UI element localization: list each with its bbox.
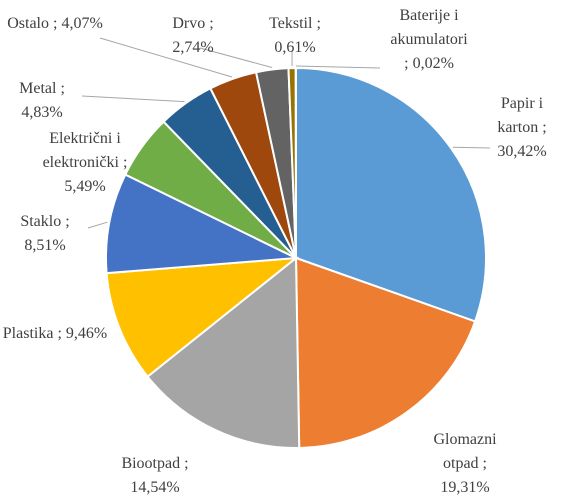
slice-name: Biootpad — [121, 455, 181, 472]
data-label: Papir i karton ; 30,42% — [482, 92, 562, 164]
leader-line — [295, 65, 381, 69]
data-label: Plastika ; 9,46% — [0, 322, 110, 346]
separator: ; — [60, 80, 65, 97]
separator: ; — [65, 213, 70, 230]
slice-value: 30,42% — [497, 143, 547, 160]
pie-slice — [294, 256, 477, 449]
slice-value: 0,61% — [274, 39, 316, 56]
slice-value: 2,74% — [172, 39, 214, 56]
separator: ; — [209, 15, 214, 32]
leader-line — [99, 37, 233, 78]
data-label: Tekstil ; 0,61% — [255, 12, 335, 60]
data-label: Metal ; 4,83% — [0, 77, 84, 125]
slice-name: Drvo — [172, 15, 206, 32]
slice-name: Papir i karton — [497, 95, 544, 136]
separator: ; — [404, 55, 409, 72]
data-label: Staklo ; 8,51% — [0, 210, 90, 258]
slice-name: Tekstil — [269, 15, 313, 32]
slice-name: Glomazni otpad — [433, 431, 497, 472]
leader-line — [452, 146, 491, 149]
slice-value: 4,07% — [61, 15, 103, 32]
slice-name: Ostalo — [7, 15, 49, 32]
separator: ; — [482, 455, 487, 472]
pie-slice — [105, 173, 300, 275]
separator: ; — [316, 15, 321, 32]
data-label: Glomazni otpad ; 19,31% — [420, 428, 510, 498]
data-label: Ostalo ; 4,07% — [5, 12, 105, 36]
separator: ; — [542, 119, 547, 136]
slice-name: Baterije i akumulatori — [390, 7, 468, 48]
data-label: Biootpad ; 14,54% — [100, 452, 210, 498]
slice-name: Plastika — [2, 325, 54, 342]
slice-name: Staklo — [20, 213, 62, 230]
data-label: Električni i elektronički ; 5,49% — [20, 127, 150, 199]
pie-slice — [146, 255, 301, 449]
slice-name: Metal — [19, 80, 57, 97]
separator: ; — [53, 15, 58, 32]
slice-value: 14,54% — [130, 479, 180, 496]
separator: ; — [57, 325, 62, 342]
slice-value: 9,46% — [65, 325, 108, 342]
slice-name: Električni i elektronički — [42, 130, 121, 171]
leader-line — [87, 221, 108, 229]
pie-slice — [295, 66, 487, 323]
slice-value: 4,83% — [21, 104, 63, 121]
slice-value: 8,51% — [24, 237, 66, 254]
slice-value: 19,31% — [440, 479, 490, 496]
data-label: Drvo ; 2,74% — [153, 12, 233, 60]
data-label: Baterije i akumulatori ; 0,02% — [388, 4, 470, 76]
leader-line — [199, 47, 273, 68]
separator: ; — [184, 455, 189, 472]
slice-value: 5,49% — [64, 178, 106, 195]
slice-value: 0,02% — [412, 55, 454, 72]
pie-slice — [105, 256, 300, 379]
separator: ; — [122, 154, 128, 171]
leader-line — [81, 95, 185, 103]
